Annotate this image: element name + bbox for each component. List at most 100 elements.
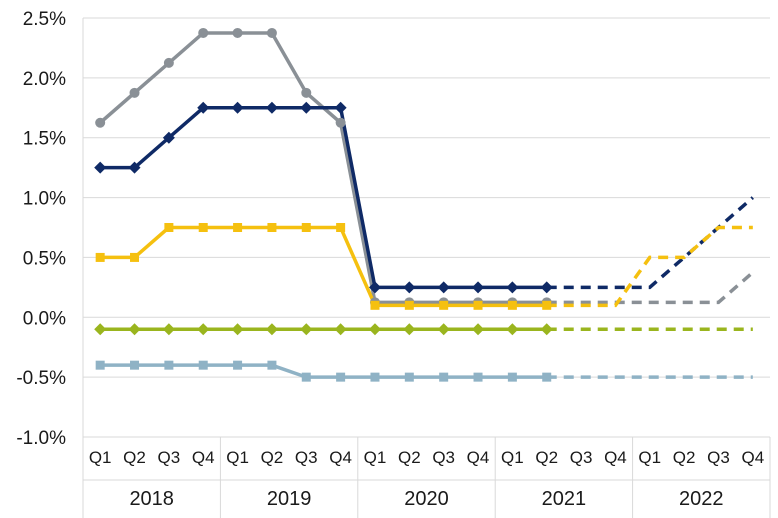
series-line-projection — [546, 271, 754, 305]
series-point — [437, 323, 450, 336]
series-point — [267, 223, 277, 232]
series-point — [95, 252, 105, 262]
y-tick-label: -1.0% — [16, 428, 66, 449]
quarter-label: Q4 — [467, 448, 490, 467]
series-point — [128, 323, 141, 336]
series-point — [130, 360, 140, 370]
series-point — [197, 101, 210, 114]
x-axis: Q1 Q2 Q3 Q4 Q1 Q2 Q3 Q4 Q1 Q2 Q3 Q4 Q1 Q2 Q3 Q4 Q1 Q2 Q3 Q4… — [82, 436, 771, 518]
series-point — [506, 281, 519, 294]
year-label: 2019 — [267, 488, 312, 510]
y-tick-label: 1.0% — [23, 189, 66, 210]
series-point — [128, 161, 141, 174]
series-line-projection — [546, 196, 754, 290]
series-point — [301, 87, 312, 98]
series-point — [300, 323, 313, 336]
series-point — [265, 101, 278, 114]
quarter-label: Q4 — [604, 448, 627, 467]
series-point — [336, 372, 346, 382]
series-point — [437, 281, 450, 294]
series-point — [232, 27, 243, 38]
series-point — [368, 323, 381, 336]
series-point — [233, 360, 243, 370]
series-point — [542, 372, 552, 382]
y-tick-label: 0.0% — [23, 308, 66, 329]
quarter-label: Q1 — [226, 448, 249, 467]
series-point — [472, 323, 485, 336]
series-point — [404, 372, 414, 382]
series-line-solid — [100, 363, 547, 379]
quarter-label: Q4 — [329, 448, 352, 467]
series-point — [197, 323, 210, 336]
quarter-label: Q2 — [123, 448, 146, 467]
series-point — [94, 161, 107, 174]
series-point — [336, 223, 346, 232]
series-point — [267, 360, 277, 370]
series-point — [473, 372, 483, 382]
series-point — [162, 131, 175, 144]
y-axis: -1.0% -0.5% 0.0% 0.5% 1.0% 1.5% 2.0% 2.5% — [16, 9, 66, 449]
series-point — [231, 323, 244, 336]
series-point — [233, 223, 243, 232]
series-lines — [99, 31, 754, 379]
series-point — [335, 117, 346, 128]
series-point — [439, 372, 449, 382]
quarter-label: Q3 — [570, 448, 593, 467]
series-point — [94, 323, 107, 336]
quarter-label: Q1 — [638, 448, 661, 467]
series-point — [368, 281, 381, 294]
series-point — [370, 300, 380, 310]
series-point — [266, 27, 277, 38]
series-point — [403, 281, 416, 294]
series-point — [404, 300, 414, 310]
quarter-label: Q2 — [261, 448, 284, 467]
series-point — [439, 300, 449, 310]
quarter-label: Q1 — [89, 448, 112, 467]
series-point — [301, 372, 311, 382]
series-point — [540, 281, 553, 294]
series-point — [130, 252, 140, 262]
series-point — [507, 372, 517, 382]
series-point — [164, 223, 174, 232]
quarter-label: Q3 — [158, 448, 181, 467]
year-label: 2018 — [129, 488, 174, 510]
series-point — [163, 57, 174, 68]
series-point — [301, 223, 311, 232]
year-label: 2020 — [404, 488, 449, 510]
series-point — [129, 87, 140, 98]
series-point — [198, 223, 208, 232]
series-point — [334, 323, 347, 336]
series-point — [265, 323, 278, 336]
y-tick-label: 2.0% — [23, 69, 66, 90]
series-point — [540, 323, 553, 336]
series-line-projection — [546, 225, 753, 308]
series-line-solid — [99, 31, 547, 305]
quarter-label: Q2 — [398, 448, 421, 467]
series-point — [506, 323, 519, 336]
y-tick-label: -0.5% — [16, 368, 66, 389]
series-point — [370, 372, 380, 382]
quarter-label: Q3 — [707, 448, 730, 467]
quarter-label: Q4 — [741, 448, 764, 467]
quarter-label: Q2 — [535, 448, 558, 467]
series-point — [473, 300, 483, 310]
series-point — [198, 27, 209, 38]
y-tick-label: 1.5% — [23, 129, 66, 150]
series-point — [95, 360, 105, 370]
year-label: 2021 — [542, 488, 587, 510]
series-point — [164, 360, 174, 370]
series-point — [198, 360, 208, 370]
series-point — [300, 101, 313, 114]
year-label: 2022 — [679, 488, 724, 510]
quarter-label: Q1 — [364, 448, 387, 467]
series-point — [231, 101, 244, 114]
series-line-solid — [100, 225, 547, 308]
series-point — [472, 281, 485, 294]
series-point — [542, 300, 552, 310]
quarter-label: Q4 — [192, 448, 215, 467]
quarter-label: Q2 — [673, 448, 696, 467]
y-tick-label: 2.5% — [23, 9, 66, 30]
series-markers — [94, 27, 553, 382]
series-point — [403, 323, 416, 336]
